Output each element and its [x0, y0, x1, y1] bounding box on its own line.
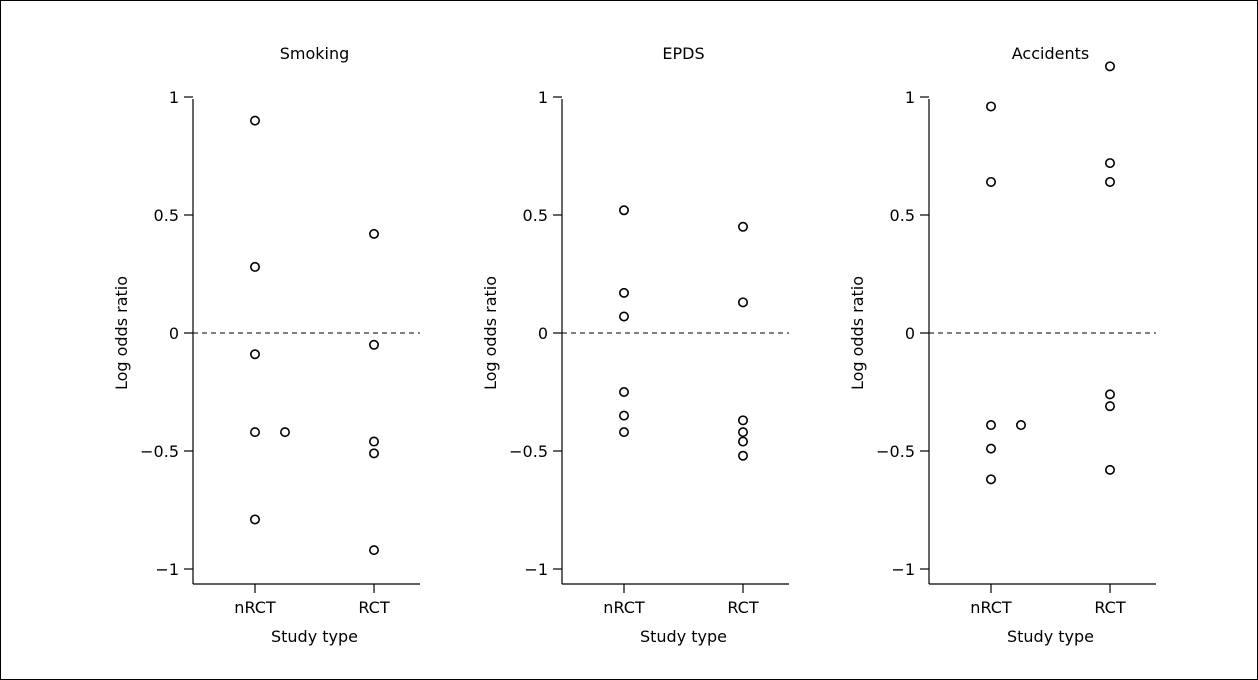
panel-title: Accidents — [1012, 44, 1089, 63]
y-axis-title: Log odds ratio — [481, 276, 500, 390]
y-tick-label: −1 — [155, 560, 179, 579]
y-tick-label: 1 — [169, 88, 179, 107]
data-point — [368, 228, 379, 239]
data-point — [737, 415, 748, 426]
data-point — [1105, 401, 1116, 412]
data-point — [618, 287, 629, 298]
data-point — [618, 427, 629, 438]
y-tick-label: −1 — [891, 560, 915, 579]
data-point — [737, 221, 748, 232]
data-point — [250, 115, 261, 126]
y-axis-title: Log odds ratio — [112, 276, 131, 390]
data-point — [368, 545, 379, 556]
x-axis-title: Study type — [271, 627, 358, 646]
x-tick-label: nRCT — [603, 598, 645, 617]
data-point — [1105, 176, 1116, 187]
y-tick-label: −0.5 — [876, 442, 915, 461]
data-point — [279, 427, 290, 438]
data-point — [985, 101, 996, 112]
data-point — [985, 443, 996, 454]
y-tick-label: 0.5 — [154, 206, 179, 225]
data-point — [368, 448, 379, 459]
panel-title: EPDS — [662, 44, 704, 63]
panel-title: Smoking — [280, 44, 350, 63]
data-point — [250, 427, 261, 438]
data-point — [618, 311, 629, 322]
data-point — [985, 474, 996, 485]
x-tick-label: nRCT — [970, 598, 1012, 617]
y-tick-label: 1 — [538, 88, 548, 107]
x-tick-label: RCT — [358, 598, 389, 617]
data-point — [250, 349, 261, 360]
data-point — [1105, 61, 1116, 72]
data-point — [618, 205, 629, 216]
y-tick-label: 0 — [905, 324, 915, 343]
data-point — [737, 297, 748, 308]
data-point — [618, 410, 629, 421]
data-point — [368, 339, 379, 350]
y-tick-label: −0.5 — [509, 442, 548, 461]
y-tick-label: 1 — [905, 88, 915, 107]
y-tick-label: 0.5 — [523, 206, 548, 225]
data-point — [985, 176, 996, 187]
data-point — [1105, 464, 1116, 475]
y-axis-title: Log odds ratio — [848, 276, 867, 390]
y-tick-label: −1 — [524, 560, 548, 579]
data-point — [250, 514, 261, 525]
data-point — [737, 450, 748, 461]
x-tick-label: RCT — [1094, 598, 1125, 617]
data-point — [368, 436, 379, 447]
data-point — [1105, 389, 1116, 400]
data-point — [737, 436, 748, 447]
data-point — [985, 420, 996, 431]
data-point — [737, 427, 748, 438]
x-tick-label: RCT — [727, 598, 758, 617]
data-point — [1105, 158, 1116, 169]
data-point — [1015, 420, 1026, 431]
y-tick-label: 0 — [169, 324, 179, 343]
x-tick-label: nRCT — [234, 598, 276, 617]
data-point — [618, 386, 629, 397]
y-tick-label: 0 — [538, 324, 548, 343]
x-axis-title: Study type — [1007, 627, 1094, 646]
y-tick-label: 0.5 — [890, 206, 915, 225]
y-tick-label: −0.5 — [140, 442, 179, 461]
x-axis-title: Study type — [640, 627, 727, 646]
data-point — [250, 261, 261, 272]
